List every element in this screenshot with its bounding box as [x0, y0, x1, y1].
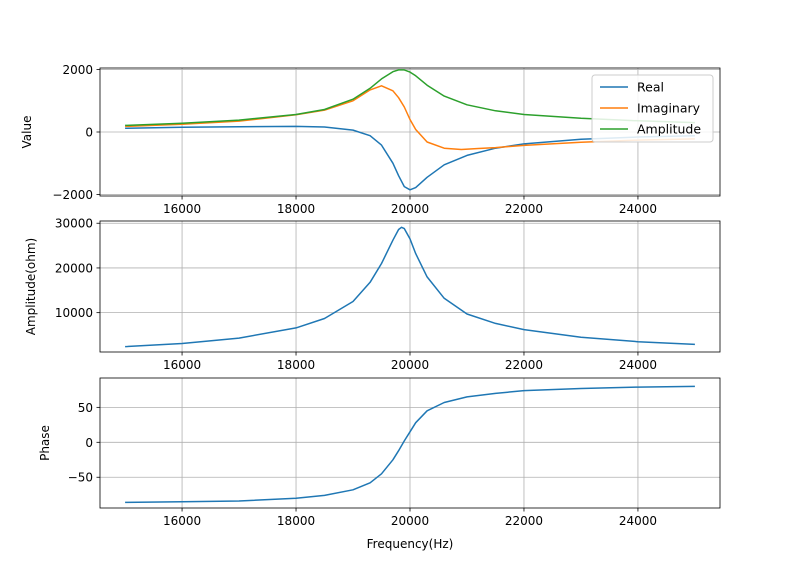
- y-tick-label: 0: [85, 436, 93, 450]
- x-tick-label: 22000: [505, 514, 543, 528]
- y-tick-label: −2000: [52, 188, 93, 202]
- axes-frame: [99, 377, 721, 509]
- y-axis-label: Amplitude(ohm): [24, 238, 38, 336]
- y-tick-label: 0: [85, 126, 93, 140]
- y-tick-label: −50: [68, 471, 93, 485]
- subplot-2: 16000 18000 20000 22000 24000 10000 20000 30000…: [24, 217, 721, 372]
- y-tick-label: 10000: [55, 306, 93, 320]
- x-tick-label: 18000: [277, 202, 315, 216]
- x-axis-label: Frequency(Hz): [367, 537, 454, 551]
- x-tick-label: 18000: [277, 358, 315, 372]
- legend-label-real: Real: [637, 80, 664, 95]
- y-axis-label: Phase: [38, 425, 52, 461]
- x-tick-label: 22000: [505, 358, 543, 372]
- x-tick-label: 20000: [391, 202, 429, 216]
- series-line-real: [125, 125, 695, 191]
- x-tick-label: 22000: [505, 202, 543, 216]
- legend: Real Imaginary Amplitude: [591, 74, 714, 143]
- series-line-1: [125, 226, 695, 348]
- x-tick-label: 20000: [391, 514, 429, 528]
- legend-label-imaginary: Imaginary: [637, 101, 701, 116]
- x-tick-label: 16000: [163, 358, 201, 372]
- x-tick-label: 20000: [391, 358, 429, 372]
- subplot-1: 16000 18000 20000 22000 24000 −2000 0 2000 Value…: [20, 63, 721, 216]
- axes-frame: [99, 220, 721, 353]
- x-tick-label: 24000: [619, 358, 657, 372]
- x-tick-label: 24000: [619, 514, 657, 528]
- y-tick-label: 50: [78, 401, 93, 415]
- y-tick-label: 2000: [62, 63, 93, 77]
- x-tick-label: 18000: [277, 514, 315, 528]
- y-axis-label: Value: [20, 116, 34, 149]
- x-tick-label: 16000: [163, 202, 201, 216]
- subplot-3: 16000 18000 20000 22000 24000 −50 0 50 Phase Freq…: [38, 377, 721, 551]
- series-line-1: [125, 385, 695, 504]
- x-tick-label: 16000: [163, 514, 201, 528]
- axes-frame: [99, 67, 721, 197]
- series-line-amplitude: [125, 69, 695, 127]
- y-tick-label: 20000: [55, 261, 93, 275]
- y-tick-label: 30000: [55, 217, 93, 231]
- legend-label-amplitude: Amplitude: [637, 122, 701, 137]
- legend-box: [591, 74, 714, 143]
- x-tick-label: 24000: [619, 202, 657, 216]
